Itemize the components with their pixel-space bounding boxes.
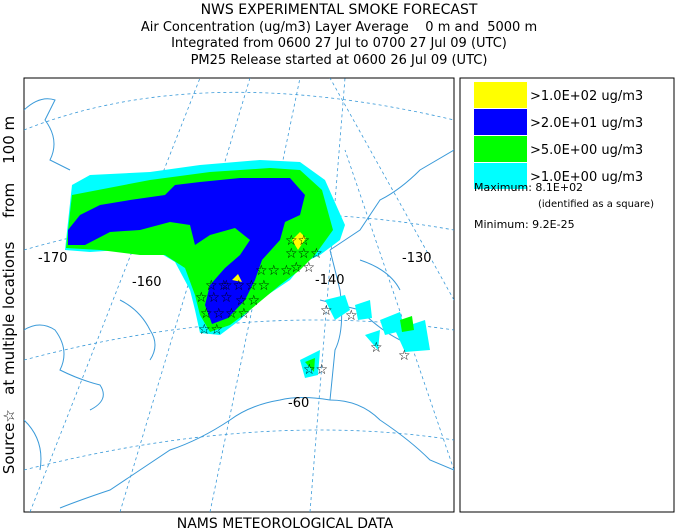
legend-swatch (474, 82, 527, 108)
subtitle: PM25 Release started at 0600 26 Jul 09 (… (191, 53, 488, 68)
plume-patch (300, 295, 430, 378)
plume-patch (305, 316, 414, 372)
legend-label: >5.0E+00 ug/m3 (530, 143, 643, 158)
map-label: -160 (132, 275, 162, 290)
minimum: Minimum: 9.2E-25 (474, 218, 575, 231)
svg-text:☆☆☆: ☆☆☆ (285, 246, 323, 262)
plume-level-2 (68, 178, 305, 324)
svg-text:☆: ☆ (345, 308, 358, 324)
legend-swatch (474, 109, 527, 135)
longitude-line (29, 78, 454, 512)
footer: NAMS METEOROLOGICAL DATA (177, 516, 394, 532)
source-markers: ☆☆☆☆☆☆☆☆☆ ☆☆☆☆☆☆☆☆☆ ☆☆☆☆☆☆☆ ☆ ☆☆ ☆☆☆☆☆ (195, 233, 411, 378)
svg-text:☆☆☆: ☆☆☆ (255, 263, 293, 279)
svg-text:☆☆: ☆☆ (285, 233, 310, 249)
map-label: -140 (315, 273, 345, 288)
svg-text:☆: ☆ (320, 303, 333, 319)
legend-swatch (474, 163, 527, 189)
svg-text:☆☆☆: ☆☆☆ (195, 290, 233, 306)
svg-text:☆: ☆ (398, 348, 411, 364)
svg-text:☆☆☆☆: ☆☆☆☆ (200, 306, 250, 322)
title: NWS EXPERIMENTAL SMOKE FORECAST (201, 2, 478, 18)
maximum-note: (identified as a square) (538, 199, 654, 210)
svg-text:☆☆: ☆☆ (205, 278, 230, 294)
coastline (24, 98, 454, 509)
subtitle: Air Concentration (ug/m3) Layer Average … (141, 20, 537, 35)
legend: >1.0E+02 ug/m3 >2.0E+01 ug/m3 >5.0E+00 ug/… (459, 77, 675, 513)
legend-label: >1.0E+02 ug/m3 (530, 89, 643, 104)
subtitle: Integrated from 0600 27 Jul to 0700 27 J… (171, 36, 507, 51)
legend-swatch (474, 136, 527, 162)
legend-label: >2.0E+01 ug/m3 (530, 116, 643, 131)
map-label: -130 (402, 251, 432, 266)
svg-text:☆☆: ☆☆ (235, 293, 260, 309)
svg-text:☆☆: ☆☆ (198, 322, 223, 338)
map-label: -60 (288, 396, 309, 411)
plume-level-1 (232, 232, 306, 282)
svg-text:☆☆: ☆☆ (290, 260, 315, 276)
svg-text:☆☆☆☆: ☆☆☆☆ (220, 278, 270, 294)
maximum: Maximum: 8.1E+02 (474, 181, 583, 194)
svg-text:☆☆: ☆☆ (303, 362, 328, 378)
legend-label: >1.0E+00 ug/m3 (530, 170, 643, 185)
side-label: Source☆ at multiple locations from 100 m (0, 116, 18, 474)
map-label: -170 (38, 251, 68, 266)
map: ☆☆☆☆☆☆☆☆☆ ☆☆☆☆☆☆☆☆☆ ☆☆☆☆☆☆☆ ☆ ☆☆ ☆☆☆☆☆ -1… (23, 77, 455, 513)
latitude-line (24, 91, 454, 471)
svg-text:☆: ☆ (370, 340, 383, 356)
